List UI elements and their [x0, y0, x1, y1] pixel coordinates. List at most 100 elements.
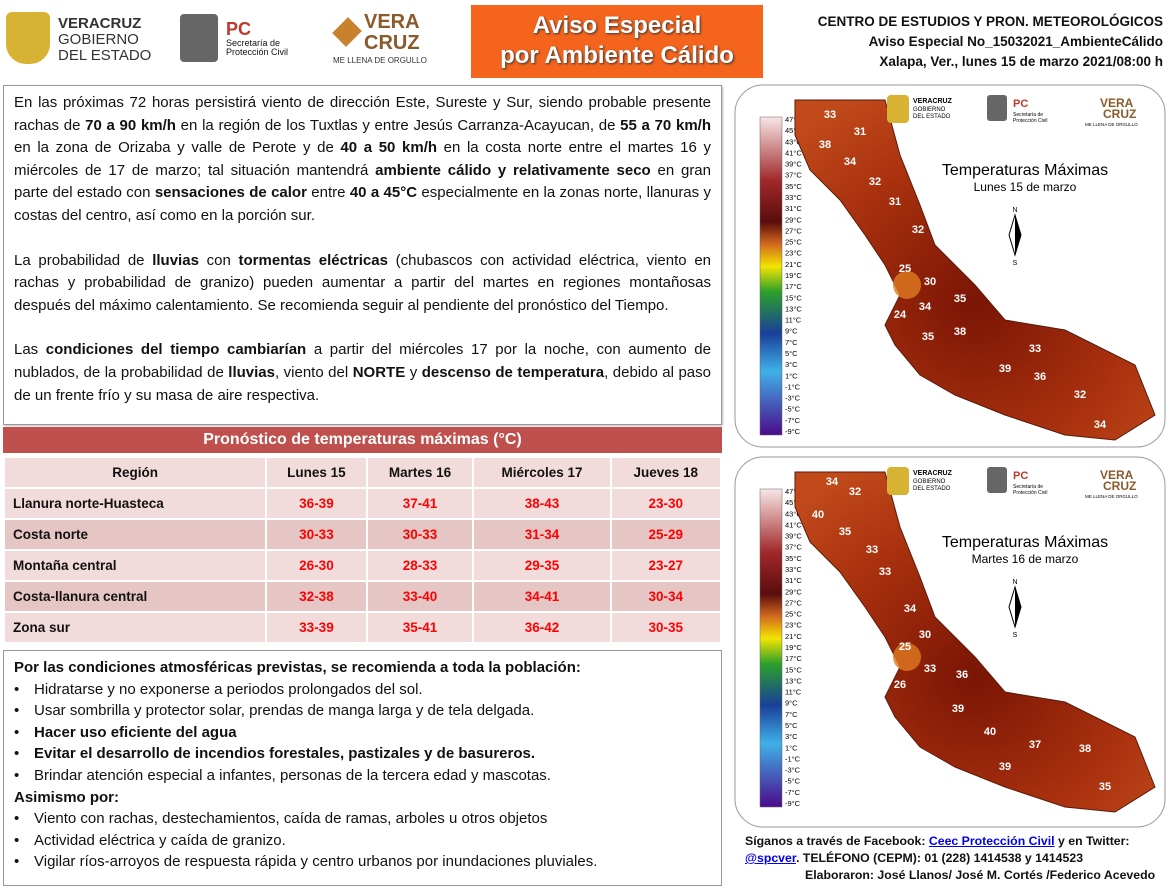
scale-label: 23°C — [785, 621, 802, 630]
rec-item: Brindar atención especial a infantes, pe… — [34, 765, 711, 787]
text-run: en la zona de Orizaba y valle de Perote … — [14, 139, 341, 157]
text-run: a partir del miércoles 17 por la noche, … — [14, 341, 711, 381]
isotherm-label: 33 — [924, 663, 936, 675]
scale-label: 11°C — [785, 688, 802, 697]
text-run: lluvias — [228, 363, 275, 381]
isotherm-label: 32 — [849, 486, 861, 498]
facebook-link[interactable]: Ceec Protección Civil — [928, 834, 1055, 848]
scale-label: 5°C — [785, 721, 798, 730]
shield-icon — [6, 12, 50, 64]
color-scale — [759, 488, 783, 808]
scale-label: 47°C — [785, 115, 802, 124]
logo-text: GOBIERNO — [58, 30, 139, 48]
text-run: tormentas eléctricas — [238, 251, 388, 269]
temp-range: 31-34 — [474, 520, 610, 549]
isotherm-label: 33 — [866, 544, 878, 556]
rec-text: Viento con rachas, destechamientos, caíd… — [34, 810, 548, 828]
text-run: especialmente en la zonas norte, llanura… — [14, 184, 712, 224]
map-date: Martes 16 de marzo — [972, 552, 1079, 566]
isotherm-label: 35 — [1099, 781, 1111, 793]
text-run: entre — [306, 184, 350, 202]
scale-label: 29°C — [785, 587, 802, 596]
isotherm-label: 25 — [899, 641, 911, 653]
text-run: lluvias — [152, 251, 199, 269]
logo-pc: PC Secretaría de Protección Civil — [226, 20, 288, 58]
scale-label: 35°C — [785, 182, 802, 191]
pc-icon — [180, 14, 218, 62]
scale-label: 9°C — [785, 327, 798, 336]
scale-label: 33°C — [785, 193, 802, 202]
color-scale — [759, 116, 783, 436]
scale-label: 15°C — [785, 293, 802, 302]
temperature-map: 47°C 45°C 43°C 41°C 39°C 37°C 35°C 33°C 31°C 29°C… — [734, 456, 1166, 828]
twitter-link[interactable]: @spcver — [745, 851, 796, 865]
isotherm-label: 30 — [919, 629, 931, 641]
scale-label: 45°C — [785, 126, 802, 135]
text-run: ambiente cálido y relativamente seco — [375, 161, 651, 179]
rec-list: Viento con rachas, destechamientos, caíd… — [14, 808, 711, 873]
logo-text: DEL ESTADO — [58, 46, 152, 64]
scale-label: -5°C — [785, 405, 801, 414]
table-title: Pronóstico de temperaturas máximas (°C) — [3, 427, 722, 453]
shield-icon — [887, 95, 909, 123]
scale-label: 39°C — [785, 532, 802, 541]
scale-label: 17°C — [785, 654, 802, 663]
scale-label: 21°C — [785, 632, 802, 641]
scale-label: 25°C — [785, 238, 802, 247]
scale-label: 9°C — [785, 699, 798, 708]
temp-range: 38-43 — [474, 489, 610, 518]
scale-label: 37°C — [785, 543, 802, 552]
text-run: , debido al paso de un frente frío y su … — [14, 363, 711, 404]
rec-heading: Asimismo por: — [14, 788, 120, 806]
logo-text: Protección Civil — [1013, 490, 1047, 496]
logo-text: CRUZ — [364, 32, 420, 54]
text-run: 55 a 70 km/h — [620, 116, 711, 134]
scale-label: 15°C — [785, 665, 802, 674]
temperature-map: 47°C 45°C 43°C 41°C 39°C 37°C 35°C 33°C 31°C 29°C… — [734, 84, 1166, 448]
isotherm-label: 39 — [999, 761, 1011, 773]
temp-range: 30-33 — [267, 520, 366, 549]
paragraph: Las condiciones del tiempo cambiarían a … — [14, 339, 711, 407]
logo-text: CRUZ — [1103, 479, 1136, 493]
scale-label: 19°C — [785, 271, 802, 280]
paragraph: La probabilidad de lluvias con tormentas… — [14, 250, 711, 318]
scale-label: 5°C — [785, 349, 798, 358]
text-run: , viento del — [275, 363, 353, 381]
scale-label: 23°C — [785, 249, 802, 258]
isotherm-label: 32 — [1074, 389, 1086, 401]
scale-label: 37°C — [785, 171, 802, 180]
scale-label: 41°C — [785, 148, 802, 157]
logo-text: PC — [226, 19, 252, 39]
region: Costa norte — [5, 520, 266, 549]
text-run: 40 a 50 km/h — [340, 139, 438, 157]
text-run: Las — [14, 341, 46, 359]
region: Zona sur — [5, 613, 266, 642]
text-run: en la costa norte entre el martes 16 y m… — [14, 139, 711, 179]
region: Costa-llanura central — [5, 582, 266, 611]
logo-text: DEL ESTADO — [913, 486, 951, 492]
temp-range: 28-33 — [367, 551, 473, 580]
isotherm-label: 40 — [984, 726, 996, 738]
scale-label: 27°C — [785, 226, 802, 235]
isotherm-label: 36 — [1034, 371, 1046, 383]
map-title: Temperaturas Máximas — [942, 534, 1108, 551]
scale-label: 27°C — [785, 598, 802, 607]
isotherm-label: 32 — [869, 176, 881, 188]
footer-text: Elaboraron: José Llanos/ José M. Cortés … — [805, 868, 1156, 882]
isotherm-label: 26 — [894, 679, 906, 691]
scale-label: 25°C — [785, 610, 802, 619]
temp-range: 26-30 — [267, 551, 366, 580]
scale-label: -1°C — [785, 382, 801, 391]
scale-label: 43°C — [785, 137, 802, 146]
region: Montaña central — [5, 551, 266, 580]
pc-icon — [987, 467, 1007, 493]
temp-range: 37-41 — [367, 489, 473, 518]
temp-range: 29-35 — [474, 551, 610, 580]
rec-item: Actividad eléctrica y caída de granizo. — [34, 830, 711, 852]
isotherm-label: 35 — [922, 331, 934, 343]
pc-icon — [987, 95, 1007, 121]
isotherm-label: 34 — [919, 301, 932, 313]
text-run: (chubascos con actividad eléctrica, vien… — [14, 251, 712, 314]
rec-item: Vigilar ríos-arroyos de respuesta rápida… — [34, 851, 711, 873]
